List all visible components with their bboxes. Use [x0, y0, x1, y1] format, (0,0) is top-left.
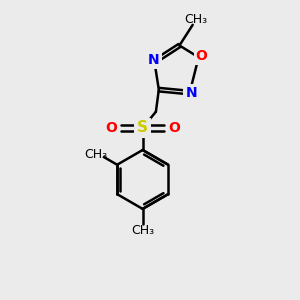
Text: CH₃: CH₃ [185, 13, 208, 26]
Text: CH₃: CH₃ [131, 224, 154, 237]
Text: N: N [185, 86, 197, 100]
Text: O: O [168, 121, 180, 135]
Text: CH₃: CH₃ [84, 148, 107, 160]
Text: O: O [105, 121, 117, 135]
Text: N: N [148, 53, 160, 67]
Text: S: S [137, 120, 148, 135]
Text: O: O [196, 49, 208, 63]
